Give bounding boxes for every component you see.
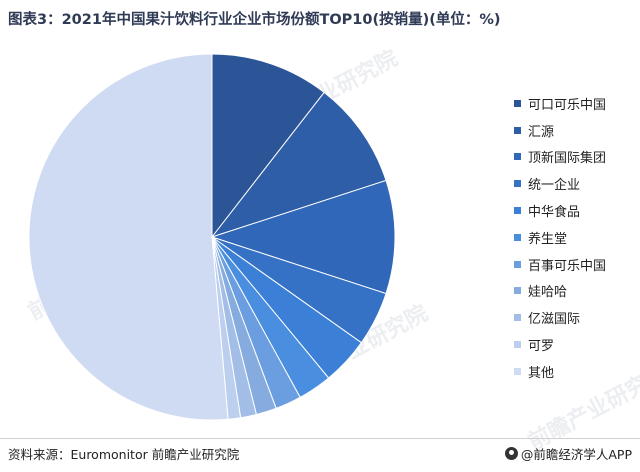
legend-label: 汇源: [528, 124, 555, 140]
source-note: 资料来源：Euromonitor 前瞻产业研究院: [8, 447, 240, 462]
legend-item: 养生堂: [514, 224, 606, 251]
legend-swatch: [514, 180, 521, 188]
legend-item: 中华食品: [514, 197, 606, 224]
legend-label: 可口可乐中国: [528, 97, 607, 113]
legend-label: 亿滋国际: [528, 312, 581, 328]
legend-label: 其他: [528, 365, 555, 381]
pie-slice-0: [211, 53, 325, 239]
legend-label: 中华食品: [528, 205, 581, 221]
legend-item: 汇源: [514, 117, 606, 144]
legend-swatch: [514, 260, 521, 268]
legend-label: 百事可乐中国: [528, 258, 607, 274]
legend-label: 娃哈哈: [528, 285, 568, 301]
chart-title: 图表3：2021年中国果汁饮料行业企业市场份额TOP10(按销量)(单位：%): [8, 12, 501, 28]
legend-swatch: [514, 287, 521, 295]
legend-swatch: [514, 99, 521, 107]
legend-item: 亿滋国际: [514, 304, 606, 331]
legend-item: 娃哈哈: [514, 278, 606, 305]
legend-swatch: [514, 207, 521, 215]
credit: @前瞻经济学人APP: [504, 444, 632, 463]
legend-swatch: [514, 233, 521, 241]
credit-text: @前瞻经济学人APP: [520, 447, 632, 462]
legend-item: 顶新国际集团: [514, 144, 606, 171]
legend-item: 其他: [514, 358, 606, 385]
legend-label: 顶新国际集团: [528, 151, 607, 167]
legend-label: 可罗: [528, 339, 555, 355]
legend-label: 养生堂: [528, 231, 568, 247]
pie-slices: [28, 53, 396, 421]
legend-swatch: [514, 126, 521, 134]
legend-swatch: [514, 153, 521, 161]
legend-item: 可罗: [514, 331, 606, 358]
legend-item: 可口可乐中国: [514, 90, 606, 117]
legend-item: 统一企业: [514, 170, 606, 197]
qianzhan-logo-icon: [504, 447, 518, 460]
legend-swatch: [514, 341, 521, 349]
footer-divider: [0, 438, 640, 439]
legend-item: 百事可乐中国: [514, 251, 606, 278]
chart-legend: 可口可乐中国 汇源顶新国际集团 统一企业中华食品养生堂百事可乐中国 娃哈哈亿滋国际可罗…: [514, 90, 606, 385]
pie-slice-1: [210, 91, 387, 238]
pie-slice-10: [28, 53, 229, 421]
legend-swatch: [514, 367, 521, 375]
pie-slice-2: [210, 179, 396, 295]
legend-label: 统一企业: [528, 178, 581, 194]
legend-swatch: [514, 314, 521, 322]
